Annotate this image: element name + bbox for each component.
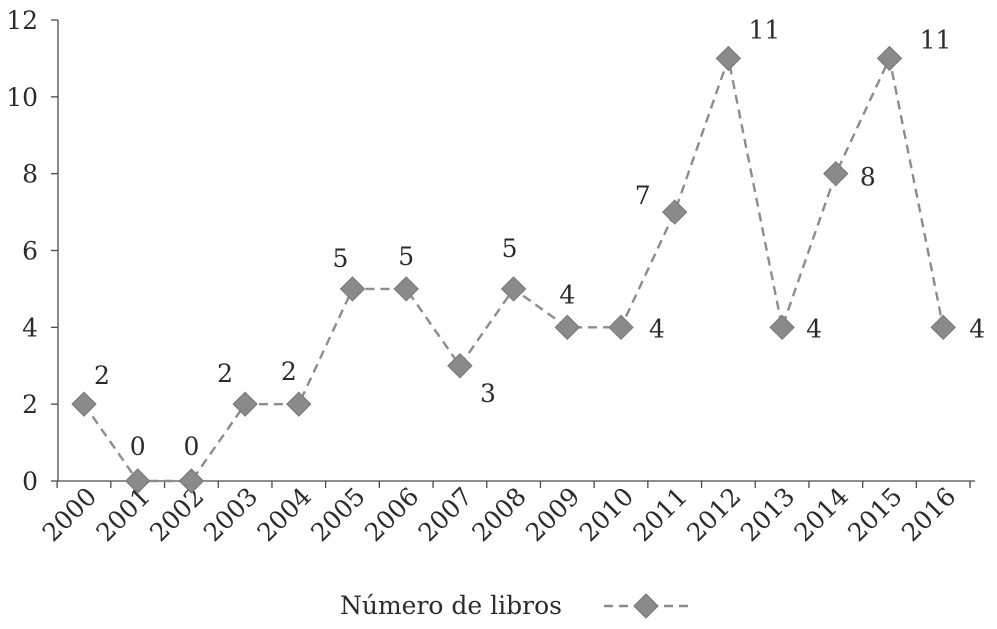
x-tick-label: 2010	[574, 482, 639, 547]
x-tick-label: 2001	[90, 482, 155, 547]
data-point	[769, 314, 795, 341]
data-label: 11	[748, 15, 780, 44]
x-tick-label: 2000	[37, 482, 102, 547]
data-label: 0	[183, 432, 199, 461]
data-label: 4	[559, 280, 575, 309]
data-point	[232, 391, 258, 417]
x-tick-label: 2011	[627, 482, 692, 547]
data-label: 8	[860, 163, 876, 192]
x-tick-label: 2008	[466, 482, 531, 547]
data-label: 3	[480, 379, 496, 408]
y-axis-ticks: 0 2 4 6 8 10 12	[6, 6, 58, 496]
data-label: 2	[94, 361, 110, 390]
x-tick-label: 2013	[735, 482, 800, 547]
data-label: 4	[969, 314, 985, 343]
y-tick-label: 6	[22, 237, 38, 266]
data-point	[554, 314, 581, 341]
data-label: 2	[281, 357, 297, 386]
data-label: 2	[217, 359, 233, 388]
data-point	[286, 391, 312, 417]
x-tick-label: 2005	[305, 482, 370, 547]
data-point	[715, 45, 742, 72]
x-tick-label: 2012	[681, 482, 746, 547]
series-line	[83, 53, 945, 483]
data-point	[71, 391, 97, 417]
data-point	[178, 468, 205, 494]
x-tick-label: 2004	[252, 482, 317, 547]
data-label: 4	[649, 314, 665, 343]
x-tick-label: 2014	[789, 482, 854, 547]
data-point	[661, 199, 688, 225]
x-tick-label: 2015	[842, 482, 907, 547]
data-label: 4	[806, 314, 822, 343]
data-label: 5	[502, 234, 518, 263]
data-point	[876, 45, 903, 72]
data-label: 5	[398, 242, 414, 271]
series-group	[71, 45, 956, 494]
data-point	[823, 160, 849, 187]
data-point	[393, 276, 419, 302]
y-tick-label: 8	[22, 160, 38, 189]
data-point	[608, 314, 634, 341]
x-tick-label: 2007	[413, 482, 478, 547]
data-point	[339, 276, 366, 302]
legend: Número de libros	[340, 591, 688, 620]
y-tick-label: 12	[6, 6, 38, 35]
data-point	[500, 276, 527, 302]
data-label: 7	[635, 181, 651, 210]
data-point	[124, 468, 151, 494]
y-tick-label: 2	[22, 390, 38, 419]
data-point	[447, 353, 473, 379]
x-tick-label: 2009	[520, 482, 585, 547]
y-tick-label: 0	[22, 467, 38, 496]
x-axis-ticks: 2000200120022003200420052006200720082009…	[37, 481, 971, 547]
data-labels: 2 0 0 2 2 5 5 3 5 4 4 7 11 4 8 11 4	[94, 15, 985, 461]
x-tick-label: 2016	[896, 482, 961, 547]
data-label: 5	[333, 244, 349, 273]
y-tick-label: 10	[6, 83, 38, 112]
x-tick-label: 2002	[144, 482, 209, 547]
x-tick-label: 2006	[359, 482, 424, 547]
legend-marker	[633, 593, 659, 619]
data-label: 11	[920, 25, 952, 54]
data-label: 0	[130, 432, 146, 461]
legend-label: Número de libros	[340, 591, 562, 620]
y-tick-label: 4	[22, 313, 38, 342]
x-tick-label: 2003	[198, 482, 263, 547]
data-point	[930, 314, 956, 341]
